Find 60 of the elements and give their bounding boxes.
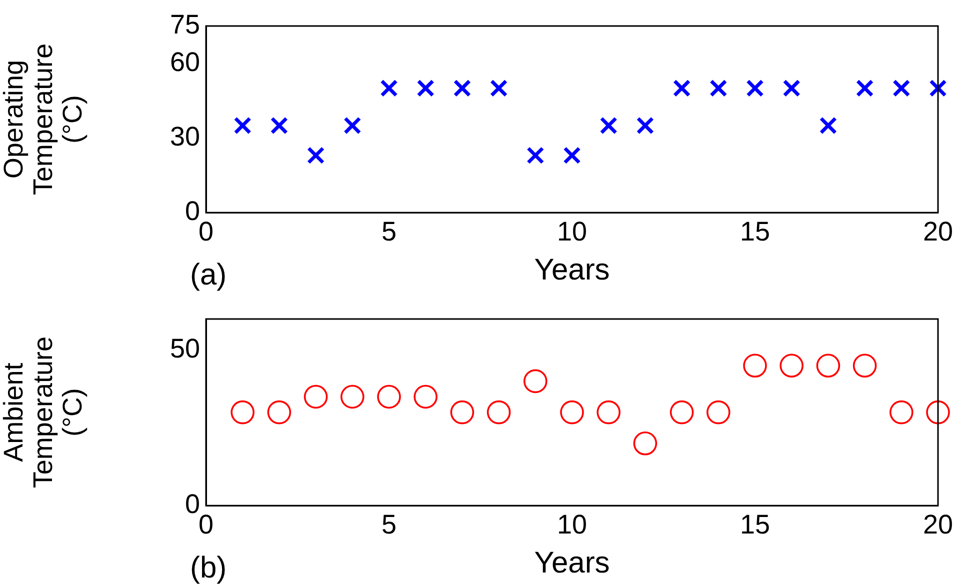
point [486,400,511,424]
point [672,79,691,98]
y-tick-label: 0 [184,196,200,226]
point [926,400,950,424]
point [743,354,767,378]
point [819,116,838,134]
point [234,116,252,134]
point [416,79,434,98]
x-tick-label: 10 [556,509,588,540]
point [596,400,620,424]
x-tick-label: 15 [740,216,770,246]
x-tick-label: 20 [922,509,954,540]
point [670,400,694,424]
point [490,79,508,98]
point [633,432,658,456]
point [816,354,840,378]
point [453,79,472,98]
x-tick-label: 10 [556,216,588,246]
point [267,400,292,424]
x-tick-label: 5 [381,216,397,246]
point [524,369,548,394]
x-tick-label: 20 [922,216,954,246]
text: (a) [190,258,227,292]
point [856,79,874,98]
point [600,116,618,134]
point [340,384,364,409]
point [890,400,914,424]
y-tick-label: 30 [170,121,200,152]
point [780,354,804,378]
y-axis-title: Ambient Temperature (°C) [0,336,88,488]
point [344,116,362,134]
point [892,79,910,98]
point [706,400,730,424]
point [563,146,581,164]
point [450,400,474,424]
point [636,116,654,134]
y-axis-title: Operating Temperature (°C) [0,44,88,196]
x-axis-title: Years [534,546,610,580]
point [852,354,877,378]
text: (b) [190,551,227,584]
x-tick-label: 15 [740,509,770,540]
point [304,384,328,409]
point [560,400,584,424]
point [230,400,254,424]
point [380,79,398,98]
point [710,79,728,98]
point [414,384,438,409]
x-axis-title: Years [534,253,610,286]
point [746,79,764,98]
point [526,146,544,164]
y-tick-label: 0 [184,489,200,520]
point [270,116,288,134]
point [782,79,800,98]
point [377,384,401,409]
x-tick-label: 5 [381,509,397,540]
point [306,146,325,164]
y-tick-label: 75 [170,9,200,40]
y-tick-label: 60 [170,46,200,77]
point [929,79,947,98]
y-tick-label: 50 [170,334,200,364]
